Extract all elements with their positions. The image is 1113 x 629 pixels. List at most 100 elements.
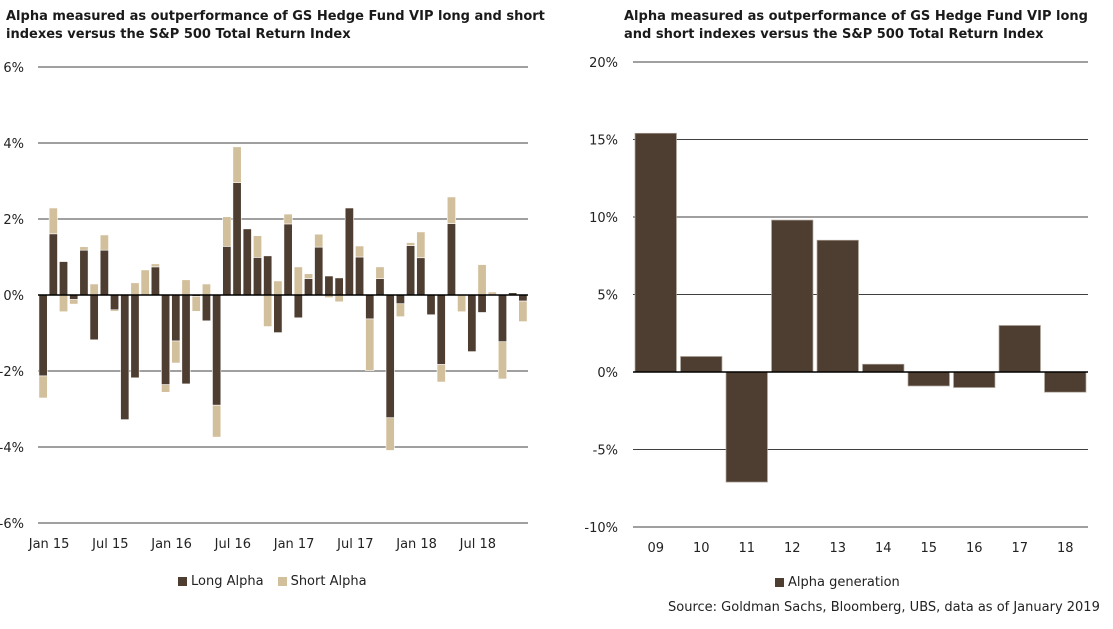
long-alpha-bar	[324, 275, 334, 296]
alpha-generation-bar	[907, 371, 950, 387]
left-y-tick-label: -4%	[0, 441, 24, 456]
short-alpha-bar	[161, 384, 171, 393]
right-x-tick-label: 09	[647, 541, 664, 556]
short-alpha-bar	[457, 294, 467, 313]
long-alpha-bar	[518, 294, 528, 302]
alpha-generation-bar	[680, 356, 723, 373]
short-alpha-bar	[314, 233, 324, 248]
short-alpha-bar	[518, 300, 528, 322]
short-alpha-bar	[446, 196, 456, 224]
long-alpha-bar	[497, 294, 507, 343]
long-alpha-bar	[150, 266, 160, 296]
left-y-tick-label: -2%	[0, 365, 24, 380]
short-alpha-bar	[99, 234, 109, 251]
right-chart-title: Alpha measured as outperformance of GS H…	[624, 9, 1088, 42]
short-alpha-bar	[304, 273, 314, 279]
long-alpha-bar	[344, 207, 354, 296]
short-alpha-bar	[69, 299, 79, 305]
right-x-tick-label: 17	[1011, 541, 1028, 556]
long-alpha-bar	[365, 294, 375, 320]
short-alpha-bar	[201, 283, 211, 296]
alpha-generation-bar	[725, 371, 768, 483]
long-alpha-bar	[201, 294, 211, 322]
short-alpha-bar	[59, 294, 69, 313]
short-alpha-bar	[171, 340, 181, 364]
right-x-tick-label: 16	[966, 541, 983, 556]
alpha-generation-bar	[771, 219, 814, 373]
short-alpha-bar	[365, 318, 375, 371]
right-y-tick-label: -10%	[584, 521, 618, 536]
short-alpha-bar	[385, 417, 395, 451]
right-y-tick-label: 15%	[589, 134, 618, 149]
alpha-generation-bar	[634, 132, 677, 373]
long-alpha-bar	[467, 294, 477, 352]
short-alpha-bar	[252, 235, 262, 258]
short-alpha-bar	[406, 242, 416, 246]
left-y-tick-label: -6%	[0, 517, 24, 532]
long-alpha-bar	[426, 294, 436, 316]
legend-label-short: Short Alpha	[290, 574, 367, 589]
short-alpha-bar	[89, 283, 99, 296]
right-x-tick-label: 11	[738, 541, 755, 556]
short-alpha-bar	[130, 282, 140, 296]
left-chart-title: Alpha measured as outperformance of GS H…	[6, 9, 545, 42]
long-alpha-bar	[242, 228, 252, 296]
alpha-generation-bar	[953, 371, 996, 388]
legend-item-long-alpha: Long Alpha	[178, 574, 264, 589]
long-alpha-bar	[273, 294, 283, 333]
long-alpha-bar	[263, 255, 273, 296]
legend-item-short-alpha: Short Alpha	[277, 574, 367, 589]
left-x-tick-label: Jan 18	[395, 537, 437, 552]
left-x-tick-label: Jan 15	[28, 537, 70, 552]
right-x-tick-label: 13	[829, 541, 846, 556]
left-x-tick-label: Jan 16	[150, 537, 192, 552]
long-alpha-bar	[48, 233, 58, 296]
short-alpha-bar	[140, 269, 150, 296]
legend-swatch-short	[277, 577, 287, 586]
left-x-tick-label: Jul 15	[91, 537, 128, 552]
long-alpha-bar	[161, 294, 171, 385]
long-alpha-bar	[436, 294, 446, 365]
short-alpha-bar	[436, 364, 446, 383]
left-x-tick-label: Jul 17	[336, 537, 373, 552]
short-alpha-bar	[38, 375, 48, 399]
source-note: Source: Goldman Sachs, Bloomberg, UBS, d…	[668, 600, 1100, 615]
left-x-tick-label: Jan 17	[273, 537, 315, 552]
short-alpha-bar	[497, 341, 507, 380]
long-alpha-bar	[385, 294, 395, 419]
right-y-tick-label: 20%	[589, 56, 618, 71]
long-alpha-bar	[314, 246, 324, 296]
right-x-tick-label: 10	[693, 541, 710, 556]
short-alpha-bar	[48, 207, 58, 235]
long-alpha-bar	[232, 182, 242, 296]
right-x-tick-label: 18	[1057, 541, 1074, 556]
right-x-tick-label: 14	[875, 541, 892, 556]
long-alpha-bar	[375, 278, 385, 296]
short-alpha-bar	[212, 404, 222, 438]
short-alpha-bar	[263, 294, 273, 327]
short-alpha-bar	[110, 309, 120, 312]
alpha-generation-bar	[816, 239, 859, 373]
short-alpha-bar	[375, 266, 385, 279]
left-y-tick-label: 6%	[3, 61, 24, 76]
alpha-generation-bar	[862, 363, 905, 373]
right-y-tick-label: 0%	[597, 366, 618, 381]
long-alpha-bar	[130, 294, 140, 379]
left-x-tick-label: Jul 18	[459, 537, 496, 552]
left-y-tick-label: 2%	[3, 213, 24, 228]
long-alpha-bar	[89, 294, 99, 341]
left-x-tick-label: Jul 16	[214, 537, 251, 552]
short-alpha-bar	[79, 246, 89, 251]
long-alpha-bar	[252, 257, 262, 296]
alpha-generation-bar	[998, 325, 1041, 373]
long-alpha-bar	[416, 257, 426, 296]
left-y-tick-label: 4%	[3, 137, 24, 152]
right-y-tick-label: 5%	[597, 289, 618, 304]
legend-label-long: Long Alpha	[191, 574, 264, 589]
short-alpha-bar	[181, 279, 191, 296]
long-alpha-bar	[99, 249, 109, 296]
long-alpha-bar	[181, 294, 191, 385]
long-alpha-bar	[120, 294, 130, 420]
long-alpha-bar	[79, 249, 89, 296]
